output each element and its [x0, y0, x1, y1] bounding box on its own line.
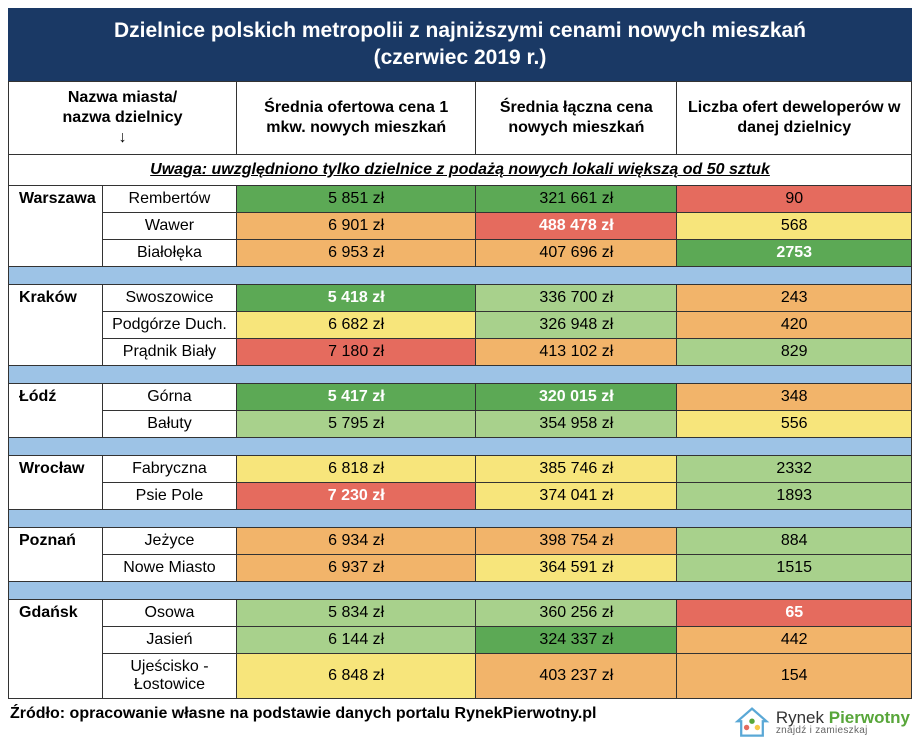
group-spacer	[9, 509, 912, 527]
note-text: Uwaga: uwzględniono tylko dzielnice z po…	[9, 154, 912, 185]
district-cell: Osowa	[102, 599, 236, 626]
data-cell: 243	[677, 284, 912, 311]
city-cell: Gdańsk	[9, 599, 103, 698]
data-cell: 326 948 zł	[476, 311, 677, 338]
city-cell: Kraków	[9, 284, 103, 365]
data-cell: 407 696 zł	[476, 239, 677, 266]
brand-logo: Rynek Pierwotny znajdź i zamieszkaj	[734, 705, 910, 741]
data-cell: 568	[677, 212, 912, 239]
source-row: Źródło: opracowanie własne na podstawie …	[8, 699, 912, 741]
data-cell: 6 901 zł	[237, 212, 476, 239]
data-cell: 420	[677, 311, 912, 338]
data-cell: 6 144 zł	[237, 626, 476, 653]
data-cell: 90	[677, 185, 912, 212]
data-cell: 7 230 zł	[237, 482, 476, 509]
header-avg-total-price: Średnia łączna cena nowych mieszkań	[476, 81, 677, 154]
data-cell: 348	[677, 383, 912, 410]
data-cell: 442	[677, 626, 912, 653]
district-cell: Wawer	[102, 212, 236, 239]
title-line-1: Dzielnice polskich metropolii z najniższ…	[114, 19, 806, 42]
data-cell: 5 795 zł	[237, 410, 476, 437]
group-spacer	[9, 266, 912, 284]
data-cell: 829	[677, 338, 912, 365]
data-cell: 336 700 zł	[476, 284, 677, 311]
city-cell: Łódź	[9, 383, 103, 437]
district-cell: Jeżyce	[102, 527, 236, 554]
data-cell: 324 337 zł	[476, 626, 677, 653]
data-cell: 385 746 zł	[476, 455, 677, 482]
data-cell: 556	[677, 410, 912, 437]
data-cell: 6 682 zł	[237, 311, 476, 338]
header-avg-sqm-price: Średnia ofertowa cena 1 mkw. nowych mies…	[237, 81, 476, 154]
district-cell: Swoszowice	[102, 284, 236, 311]
district-cell: Jasień	[102, 626, 236, 653]
source-text: Źródło: opracowanie własne na podstawie …	[10, 705, 596, 723]
city-cell: Poznań	[9, 527, 103, 581]
data-cell: 65	[677, 599, 912, 626]
district-cell: Nowe Miasto	[102, 554, 236, 581]
data-cell: 1893	[677, 482, 912, 509]
district-cell: Psie Pole	[102, 482, 236, 509]
group-spacer	[9, 365, 912, 383]
data-cell: 6 818 zł	[237, 455, 476, 482]
data-cell: 5 418 zł	[237, 284, 476, 311]
city-cell: Warszawa	[9, 185, 103, 266]
header-city-district: Nazwa miasta/ nazwa dzielnicy ↓	[9, 81, 237, 154]
district-cell: Fabryczna	[102, 455, 236, 482]
data-cell: 403 237 zł	[476, 653, 677, 698]
data-cell: 7 180 zł	[237, 338, 476, 365]
page-title: Dzielnice polskich metropolii z najniższ…	[8, 8, 912, 81]
data-cell: 320 015 zł	[476, 383, 677, 410]
data-cell: 6 953 zł	[237, 239, 476, 266]
district-cell: Ujeścisko - Łostowice	[102, 653, 236, 698]
price-table: Nazwa miasta/ nazwa dzielnicy ↓ Średnia …	[8, 81, 912, 699]
data-cell: 354 958 zł	[476, 410, 677, 437]
logo-sub-text: znajdź i zamieszkaj	[776, 726, 910, 736]
district-cell: Bałuty	[102, 410, 236, 437]
data-cell: 6 934 zł	[237, 527, 476, 554]
district-cell: Podgórze Duch.	[102, 311, 236, 338]
header-offer-count: Liczba ofert deweloperów w danej dzielni…	[677, 81, 912, 154]
data-cell: 154	[677, 653, 912, 698]
district-cell: Rembertów	[102, 185, 236, 212]
district-cell: Białołęka	[102, 239, 236, 266]
district-cell: Prądnik Biały	[102, 338, 236, 365]
data-cell: 398 754 zł	[476, 527, 677, 554]
city-cell: Wrocław	[9, 455, 103, 509]
data-cell: 360 256 zł	[476, 599, 677, 626]
data-cell: 884	[677, 527, 912, 554]
group-spacer	[9, 581, 912, 599]
data-cell: 321 661 zł	[476, 185, 677, 212]
data-cell: 5 417 zł	[237, 383, 476, 410]
data-cell: 488 478 zł	[476, 212, 677, 239]
group-spacer	[9, 437, 912, 455]
logo-main-text: Rynek Pierwotny	[776, 709, 910, 726]
title-line-2: (czerwiec 2019 r.)	[374, 46, 547, 69]
data-cell: 2332	[677, 455, 912, 482]
data-cell: 6 848 zł	[237, 653, 476, 698]
data-cell: 6 937 zł	[237, 554, 476, 581]
data-cell: 1515	[677, 554, 912, 581]
data-cell: 413 102 zł	[476, 338, 677, 365]
data-cell: 5 851 zł	[237, 185, 476, 212]
data-cell: 5 834 zł	[237, 599, 476, 626]
data-cell: 2753	[677, 239, 912, 266]
data-cell: 374 041 zł	[476, 482, 677, 509]
district-cell: Górna	[102, 383, 236, 410]
house-icon	[734, 705, 770, 741]
data-cell: 364 591 zł	[476, 554, 677, 581]
